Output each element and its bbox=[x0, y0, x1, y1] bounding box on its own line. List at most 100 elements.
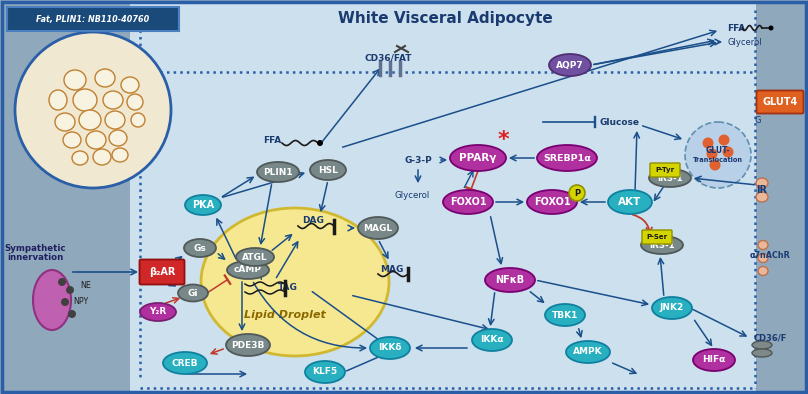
Text: Y₂R: Y₂R bbox=[149, 307, 166, 316]
Text: SREBP1α: SREBP1α bbox=[543, 154, 591, 162]
Text: ATGL: ATGL bbox=[242, 253, 267, 262]
Ellipse shape bbox=[758, 266, 768, 275]
Text: Glucose: Glucose bbox=[600, 117, 640, 126]
FancyBboxPatch shape bbox=[130, 2, 756, 392]
Text: Fat, PLIN1: NB110-40760: Fat, PLIN1: NB110-40760 bbox=[36, 15, 149, 24]
Ellipse shape bbox=[641, 236, 683, 254]
Text: AQP7: AQP7 bbox=[556, 61, 584, 69]
Text: HIFα: HIFα bbox=[702, 355, 726, 364]
Text: Glycerol: Glycerol bbox=[727, 37, 762, 46]
Text: IKKδ: IKKδ bbox=[378, 344, 402, 353]
Text: G: G bbox=[755, 115, 761, 125]
Text: PKA: PKA bbox=[192, 200, 214, 210]
Text: Sympathetic: Sympathetic bbox=[4, 243, 65, 253]
Ellipse shape bbox=[752, 341, 772, 349]
Text: Lipid Droplet: Lipid Droplet bbox=[244, 310, 326, 320]
Text: HSL: HSL bbox=[318, 165, 338, 175]
Text: MAGL: MAGL bbox=[364, 223, 393, 232]
Circle shape bbox=[685, 122, 751, 188]
Text: PPARγ: PPARγ bbox=[459, 153, 497, 163]
Ellipse shape bbox=[358, 217, 398, 239]
Ellipse shape bbox=[103, 91, 123, 109]
Circle shape bbox=[722, 147, 734, 158]
Ellipse shape bbox=[86, 131, 106, 149]
Circle shape bbox=[569, 185, 585, 201]
Ellipse shape bbox=[163, 352, 207, 374]
Text: GLUT-: GLUT- bbox=[705, 145, 730, 154]
Ellipse shape bbox=[566, 341, 610, 363]
Text: NE: NE bbox=[80, 281, 90, 290]
Text: FOXO1: FOXO1 bbox=[534, 197, 570, 207]
Text: IR: IR bbox=[756, 185, 768, 195]
FancyBboxPatch shape bbox=[2, 2, 130, 392]
Circle shape bbox=[15, 32, 171, 188]
FancyBboxPatch shape bbox=[642, 230, 672, 244]
Ellipse shape bbox=[112, 148, 128, 162]
Ellipse shape bbox=[185, 195, 221, 215]
Text: IRS-1: IRS-1 bbox=[649, 240, 675, 249]
Ellipse shape bbox=[752, 349, 772, 357]
Text: Gi: Gi bbox=[187, 288, 198, 297]
Circle shape bbox=[768, 26, 773, 30]
Ellipse shape bbox=[537, 145, 597, 171]
Ellipse shape bbox=[93, 149, 111, 165]
Ellipse shape bbox=[756, 178, 768, 188]
Text: AKT: AKT bbox=[618, 197, 642, 207]
Text: α7nAChR: α7nAChR bbox=[750, 251, 790, 260]
FancyBboxPatch shape bbox=[650, 163, 680, 177]
Ellipse shape bbox=[227, 261, 269, 279]
FancyBboxPatch shape bbox=[140, 260, 184, 284]
Text: MAG: MAG bbox=[380, 266, 403, 275]
Ellipse shape bbox=[443, 190, 493, 214]
Text: TAG: TAG bbox=[278, 284, 298, 292]
Circle shape bbox=[702, 138, 713, 149]
Text: FOXO1: FOXO1 bbox=[450, 197, 486, 207]
Ellipse shape bbox=[109, 130, 127, 146]
Text: Gs: Gs bbox=[194, 243, 206, 253]
Ellipse shape bbox=[226, 334, 270, 356]
Text: FFA: FFA bbox=[727, 24, 745, 32]
Text: FFA: FFA bbox=[263, 136, 281, 145]
Ellipse shape bbox=[549, 54, 591, 76]
Text: P-Tyr: P-Tyr bbox=[655, 167, 675, 173]
Ellipse shape bbox=[49, 90, 67, 110]
Text: DAG: DAG bbox=[302, 216, 324, 225]
Ellipse shape bbox=[201, 208, 389, 356]
Text: White Visceral Adipocyte: White Visceral Adipocyte bbox=[338, 11, 553, 26]
Text: KLF5: KLF5 bbox=[313, 368, 338, 377]
Ellipse shape bbox=[472, 329, 512, 351]
Ellipse shape bbox=[33, 270, 71, 330]
Text: IRS-1: IRS-1 bbox=[657, 173, 683, 182]
Circle shape bbox=[58, 278, 66, 286]
Ellipse shape bbox=[758, 240, 768, 249]
Text: IKKα: IKKα bbox=[480, 336, 504, 344]
Text: AMPK: AMPK bbox=[573, 348, 603, 357]
Circle shape bbox=[317, 140, 323, 146]
Ellipse shape bbox=[72, 151, 88, 165]
Ellipse shape bbox=[527, 190, 577, 214]
Text: CD36/FAT: CD36/FAT bbox=[364, 54, 412, 63]
Circle shape bbox=[66, 286, 74, 294]
Text: CD36/F: CD36/F bbox=[753, 333, 787, 342]
Ellipse shape bbox=[693, 349, 735, 371]
Ellipse shape bbox=[545, 304, 585, 326]
Text: PDE3B: PDE3B bbox=[231, 340, 265, 349]
Text: Translocation: Translocation bbox=[693, 157, 743, 163]
Circle shape bbox=[68, 310, 76, 318]
Ellipse shape bbox=[127, 94, 143, 110]
Ellipse shape bbox=[184, 239, 216, 257]
Text: β₂AR: β₂AR bbox=[149, 267, 175, 277]
Ellipse shape bbox=[485, 268, 535, 292]
Text: NFκB: NFκB bbox=[495, 275, 524, 285]
Ellipse shape bbox=[257, 162, 299, 182]
Text: PLIN1: PLIN1 bbox=[263, 167, 292, 177]
Ellipse shape bbox=[73, 89, 97, 111]
Ellipse shape bbox=[131, 113, 145, 127]
Ellipse shape bbox=[652, 297, 692, 319]
Text: *: * bbox=[497, 130, 509, 150]
Ellipse shape bbox=[121, 77, 139, 93]
Ellipse shape bbox=[310, 160, 346, 180]
Text: G-3-P: G-3-P bbox=[404, 156, 431, 165]
Circle shape bbox=[61, 298, 69, 306]
Ellipse shape bbox=[63, 132, 81, 148]
